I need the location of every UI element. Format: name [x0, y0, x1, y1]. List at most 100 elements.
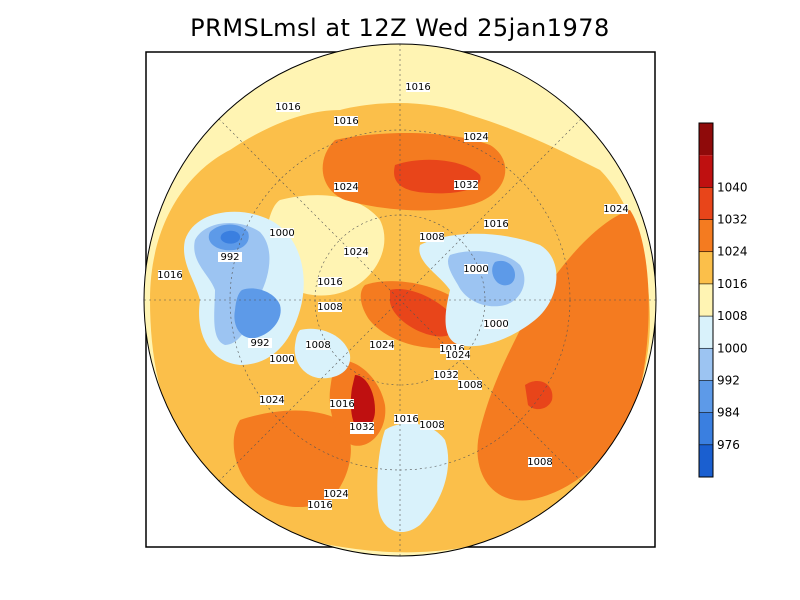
field-1000-south: [377, 423, 449, 533]
colorbar-swatch: [699, 187, 713, 220]
contour-label-bg: [440, 344, 464, 354]
field-1024-southwest: [233, 410, 351, 508]
contour-label-bg: [458, 380, 482, 390]
contour-label: 1000: [463, 264, 488, 275]
field-1024-east: [477, 210, 649, 501]
contour-label-bg: [528, 457, 552, 467]
contour-label-bg: [334, 116, 358, 126]
contour-label: 1016: [307, 500, 332, 511]
contour-label-bg: [394, 414, 418, 424]
field-976-west: [220, 230, 241, 244]
contour-label-bg: [370, 340, 394, 350]
colorbar-swatch: [699, 412, 713, 445]
contour-label: 1016: [439, 344, 464, 355]
contour-label: 1016: [393, 414, 418, 425]
contour-label-bg: [324, 489, 348, 499]
contour-label-bg: [330, 399, 354, 409]
contour-label-bg: [334, 182, 358, 192]
field-984-west-b: [234, 288, 281, 339]
contour-label-bg: [446, 350, 470, 360]
contour-label: 1024: [259, 395, 284, 406]
colorbar-swatch: [699, 444, 713, 477]
colorbar-label: 1008: [717, 309, 748, 323]
contour-label: 1008: [317, 302, 342, 313]
contour-label: 1016: [157, 270, 182, 281]
contour-label: 1032: [453, 180, 478, 191]
contour-label-bg: [464, 132, 488, 142]
field-1032-east: [525, 380, 553, 410]
contour-label-bg: [158, 270, 182, 280]
contour-label-bg: [344, 247, 368, 257]
field-1032-center: [390, 289, 457, 337]
contour-label: 992: [250, 338, 269, 349]
contour-label-bg: [270, 228, 294, 238]
contour-label: 1016: [329, 399, 354, 410]
colorbar-label: 976: [717, 438, 740, 452]
contour-label: 1024: [333, 182, 358, 193]
colorbar-label: 984: [717, 406, 740, 420]
contour-label: 1024: [603, 204, 628, 215]
field-1036-south: [350, 375, 375, 430]
contour-label: 1032: [349, 422, 374, 433]
contour-label-bg: [420, 420, 444, 430]
contour-label: 1008: [527, 457, 552, 468]
contour-label: 1024: [445, 350, 470, 361]
contour-label: 992: [220, 252, 239, 263]
colorbar: 976 984 992 1000 1008 1016 1024 1032 1040: [698, 122, 748, 478]
field-984-east: [492, 260, 515, 286]
colorbar-swatch: [699, 251, 713, 284]
contour-label: 1024: [343, 247, 368, 258]
contour-label: 1032: [433, 370, 458, 381]
contour-label: 1016: [275, 102, 300, 113]
contour-label-bg: [318, 277, 342, 287]
contour-label: 1016: [405, 82, 430, 93]
colorbar-label: 1032: [717, 213, 748, 227]
contour-label-bg: [308, 500, 332, 510]
contour-label: 1000: [269, 354, 294, 365]
contour-label-bg: [420, 232, 444, 242]
contour-label-bg: [270, 354, 294, 364]
contour-label-bg: [306, 340, 330, 350]
contour-label: 1008: [419, 232, 444, 243]
contour-label: 1024: [463, 132, 488, 143]
contour-label-bg: [484, 319, 508, 329]
contour-label-bg: [218, 252, 242, 262]
contour-label-bg: [276, 102, 300, 112]
contour-label: 1008: [419, 420, 444, 431]
contour-label-bg: [434, 370, 458, 380]
contour-label: 1016: [333, 116, 358, 127]
contour-label-bg: [248, 338, 272, 348]
colorbar-swatch: [699, 283, 713, 317]
contour-label: 1016: [317, 277, 342, 288]
contour-label-bg: [454, 180, 478, 190]
contour-label: 1000: [483, 319, 508, 330]
contour-label: 1008: [457, 380, 482, 391]
colorbar-frame: [698, 122, 714, 478]
colorbar-label: 1016: [717, 277, 748, 291]
contour-label-bg: [464, 264, 488, 274]
colorbar-swatch: [699, 123, 713, 156]
contour-label-bg: [484, 219, 508, 229]
contour-label-bg: [604, 204, 628, 214]
contour-label-bg: [260, 395, 284, 405]
colorbar-swatch: [699, 219, 713, 252]
colorbar-label: 992: [717, 373, 740, 387]
contour-label-bg: [318, 302, 342, 312]
map-title: PRMSLmsl at 12Z Wed 25jan1978: [190, 14, 610, 42]
colorbar-label: 1040: [717, 180, 748, 194]
colorbar-label: 1000: [717, 341, 748, 355]
contour-label: 1024: [369, 340, 394, 351]
colorbar-label: 1024: [717, 245, 748, 259]
contour-label-bg: [406, 82, 430, 92]
contour-label: 1016: [483, 219, 508, 230]
contour-label: 1000: [269, 228, 294, 239]
contour-label-bg: [350, 422, 374, 432]
colorbar-swatch: [699, 348, 713, 381]
contour-label: 1008: [305, 340, 330, 351]
colorbar-swatch: [699, 155, 713, 188]
map-disc-outline: [143, 43, 657, 557]
contour-label: 1024: [323, 489, 348, 500]
graticule: [144, 44, 656, 556]
colorbar-swatch: [699, 380, 713, 413]
